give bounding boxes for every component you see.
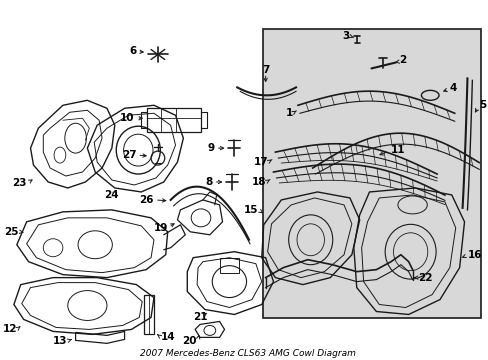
Text: 26: 26 — [139, 195, 154, 205]
Text: 12: 12 — [2, 324, 17, 334]
Text: 20: 20 — [182, 336, 197, 346]
Text: 2: 2 — [398, 55, 406, 66]
Text: 10: 10 — [120, 113, 134, 123]
Text: 27: 27 — [122, 150, 136, 160]
Text: 16: 16 — [467, 250, 481, 260]
Text: 6: 6 — [129, 45, 136, 55]
Text: 5: 5 — [478, 100, 486, 110]
Text: 1: 1 — [285, 108, 292, 118]
Text: 4: 4 — [449, 84, 456, 93]
Bar — [263, 30, 480, 318]
Text: 2007 Mercedes-Benz CLS63 AMG Cowl Diagram: 2007 Mercedes-Benz CLS63 AMG Cowl Diagra… — [140, 349, 355, 358]
Text: 21: 21 — [192, 312, 207, 323]
Text: 23: 23 — [12, 178, 26, 188]
Text: 15: 15 — [244, 205, 258, 215]
Text: 17: 17 — [253, 157, 268, 167]
Text: 18: 18 — [252, 177, 266, 187]
Text: 11: 11 — [390, 145, 405, 155]
Text: 8: 8 — [205, 177, 212, 187]
Text: 3: 3 — [342, 31, 349, 41]
Text: 13: 13 — [53, 336, 68, 346]
Text: 7: 7 — [262, 66, 269, 76]
Bar — [219, 258, 239, 273]
Text: 9: 9 — [207, 143, 214, 153]
Text: 25: 25 — [4, 227, 19, 237]
Text: 19: 19 — [153, 223, 167, 233]
Text: 22: 22 — [418, 273, 432, 283]
Text: 24: 24 — [104, 190, 119, 200]
Text: 14: 14 — [161, 332, 175, 342]
